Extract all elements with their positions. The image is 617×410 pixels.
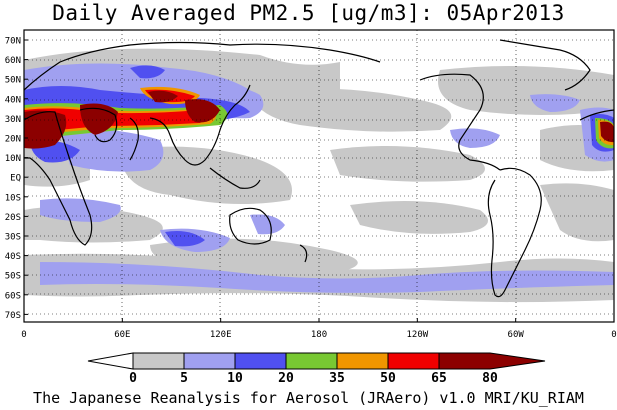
lon-tick-label: 180 xyxy=(311,330,327,340)
lon-tick-label: 120E xyxy=(210,330,232,340)
lat-tick-label: 10N xyxy=(5,154,21,164)
lat-tick-label: EQ xyxy=(10,174,21,184)
colorbar-level-label: 50 xyxy=(380,371,396,386)
lon-tick-label: 0 xyxy=(611,330,616,340)
lon-tick-label: 0 xyxy=(21,330,26,340)
colorbar-level-label: 35 xyxy=(329,371,345,386)
colorbar-box-50-65 xyxy=(336,352,389,370)
graticule xyxy=(24,30,614,322)
coastlines xyxy=(24,39,614,298)
lat-tick-label: 60S xyxy=(5,291,21,301)
band-5-10 xyxy=(24,48,614,303)
lat-tick-label: 40N xyxy=(5,95,21,105)
concentration-field xyxy=(24,30,614,322)
lat-tick-label: 70N xyxy=(5,37,21,47)
lat-tick-label: 30N xyxy=(5,115,21,125)
colorbar-level-label: 65 xyxy=(431,371,447,386)
lon-tick-label: 60W xyxy=(508,330,525,340)
lat-tick-label: 40S xyxy=(5,252,21,262)
lat-tick-label: 10S xyxy=(5,193,21,203)
lat-tick-label: 20S xyxy=(5,213,21,223)
colorbar-box-35-50 xyxy=(285,352,338,370)
colorbar-level-label: 5 xyxy=(180,371,188,386)
lat-tick-label: 20N xyxy=(5,135,21,145)
longitude-labels: 0 60E 120E 180 120W 60W 0 xyxy=(21,318,617,340)
footer-credit: The Japanese Reanalysis for Aerosol (JRA… xyxy=(33,389,584,407)
lat-tick-label: 60N xyxy=(5,56,21,66)
colorbar-box-10-20 xyxy=(183,352,236,370)
latitude-labels: 70N 60N 50N 40N 30N 20N 10N EQ 10S 20S 30S 40S 50S 60… xyxy=(5,37,28,321)
colorbar: 0 5 10 20 35 50 65 80 xyxy=(87,352,546,386)
colorbar-level-label: 0 xyxy=(129,371,137,386)
colorbar-box-65-80 xyxy=(387,352,440,370)
colorbar-over-arrow xyxy=(438,352,546,370)
lat-tick-label: 50N xyxy=(5,76,21,86)
map-title: Daily Averaged PM2.5 [ug/m3]: 05Apr2013 xyxy=(52,1,565,25)
lat-tick-label: 30S xyxy=(5,233,21,243)
lat-tick-label: 70S xyxy=(5,311,21,321)
colorbar-box-5-10 xyxy=(132,352,185,370)
colorbar-level-label: 20 xyxy=(278,371,294,386)
colorbar-level-label: 10 xyxy=(227,371,243,386)
lat-tick-label: 50S xyxy=(5,272,21,282)
lon-tick-label: 120W xyxy=(406,330,428,340)
lon-tick-label: 60E xyxy=(114,330,130,340)
colorbar-under-arrow xyxy=(87,352,134,370)
colorbar-box-20-35 xyxy=(234,352,287,370)
colorbar-level-label: 80 xyxy=(482,371,498,386)
